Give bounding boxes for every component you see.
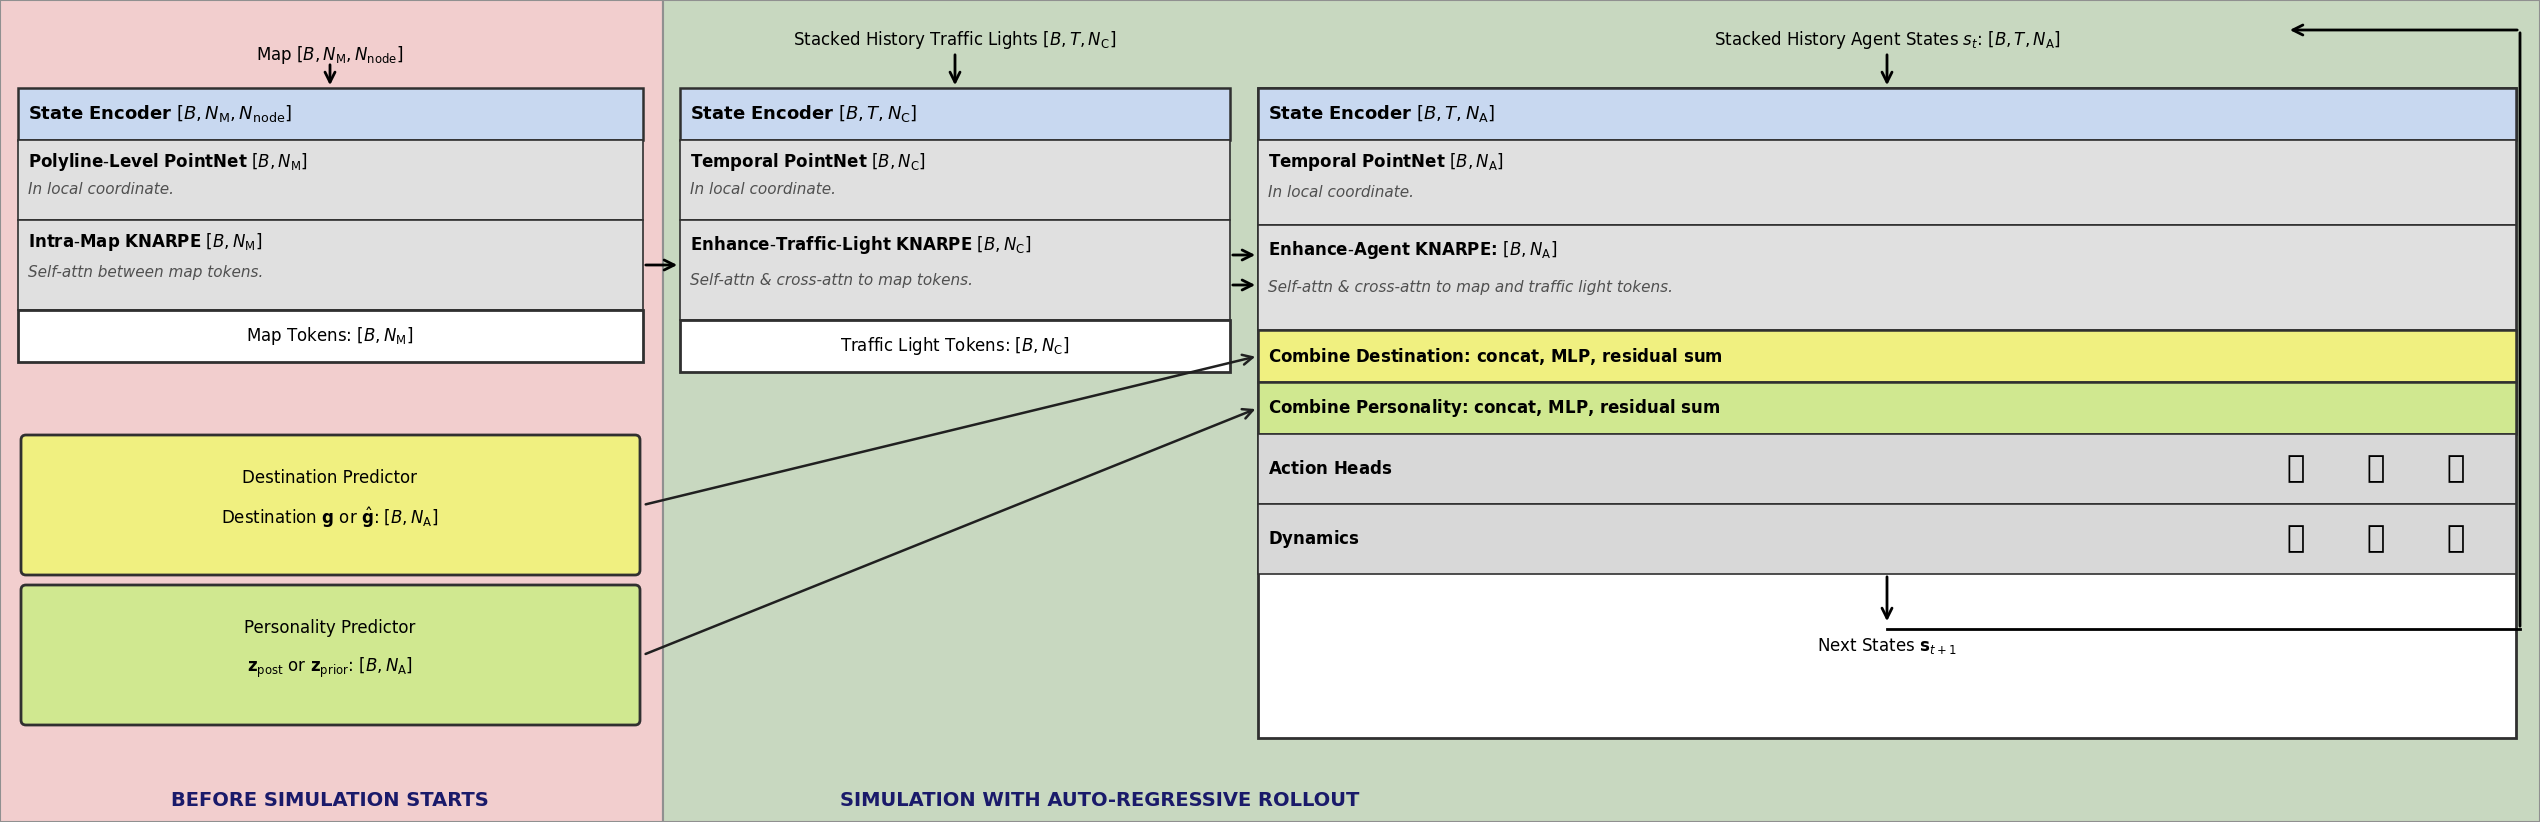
Text: In local coordinate.: In local coordinate. xyxy=(691,182,836,197)
Text: 🚲: 🚲 xyxy=(2367,524,2385,553)
Text: $\mathbf{State\ Encoder}\ [B, T, N_\mathrm{C}]$: $\mathbf{State\ Encoder}\ [B, T, N_\math… xyxy=(691,104,917,124)
Text: Next States $\mathbf{s}_{t+1}$: Next States $\mathbf{s}_{t+1}$ xyxy=(1816,636,1956,656)
Bar xyxy=(18,220,643,310)
Text: $\mathbf{State\ Encoder}\ [B, T, N_\mathrm{A}]$: $\mathbf{State\ Encoder}\ [B, T, N_\math… xyxy=(1267,104,1496,124)
Text: $\mathbf{Action\ Heads}$: $\mathbf{Action\ Heads}$ xyxy=(1267,460,1392,478)
Text: Map Tokens: $[B, N_\mathrm{M}]$: Map Tokens: $[B, N_\mathrm{M}]$ xyxy=(246,325,414,347)
Bar xyxy=(1257,140,2517,225)
Bar xyxy=(1257,225,2517,330)
Text: $\mathbf{Dynamics}$: $\mathbf{Dynamics}$ xyxy=(1267,528,1359,550)
Text: Self-attn & cross-attn to map tokens.: Self-attn & cross-attn to map tokens. xyxy=(691,273,973,288)
Text: 🚶: 🚶 xyxy=(2446,524,2466,553)
Text: $\mathbf{Combine\ Personality}$: concat, MLP, residual sum: $\mathbf{Combine\ Personality}$: concat,… xyxy=(1267,397,1720,419)
FancyBboxPatch shape xyxy=(20,585,640,725)
Text: 🚶: 🚶 xyxy=(2446,455,2466,483)
Text: $\mathbf{Enhance\text{-}Agent\ KNARPE}$: $[B, N_\mathrm{A}]$: $\mathbf{Enhance\text{-}Agent\ KNARPE}$:… xyxy=(1267,239,1557,261)
Text: $\mathbf{Temporal\ PointNet}\ [B, N_\mathrm{C}]$: $\mathbf{Temporal\ PointNet}\ [B, N_\mat… xyxy=(691,151,927,173)
Text: $\mathbf{Intra\text{-}Map\ KNARPE}\ [B, N_\mathrm{M}]$: $\mathbf{Intra\text{-}Map\ KNARPE}\ [B, … xyxy=(28,231,262,253)
Bar xyxy=(681,88,1229,140)
Bar xyxy=(18,310,643,362)
Bar xyxy=(681,140,1229,220)
Bar xyxy=(0,0,663,822)
Text: Stacked History Agent States $s_t$: $[B, T, N_\mathrm{A}]$: Stacked History Agent States $s_t$: $[B,… xyxy=(1714,29,2060,51)
Text: 🚗: 🚗 xyxy=(2286,455,2306,483)
Bar xyxy=(681,320,1229,372)
Bar xyxy=(1257,504,2517,574)
Text: $\mathbf{Polyline\text{-}Level\ PointNet}\ [B, N_\mathrm{M}]$: $\mathbf{Polyline\text{-}Level\ PointNet… xyxy=(28,151,307,173)
FancyBboxPatch shape xyxy=(20,435,640,575)
Bar xyxy=(1257,88,2517,738)
Text: Self-attn between map tokens.: Self-attn between map tokens. xyxy=(28,265,264,279)
Text: $\mathbf{State\ Encoder}\ [B, N_\mathrm{M}, N_\mathrm{node}]$: $\mathbf{State\ Encoder}\ [B, N_\mathrm{… xyxy=(28,104,292,124)
Bar xyxy=(1257,434,2517,504)
Bar xyxy=(1257,330,2517,382)
Bar xyxy=(18,140,643,220)
Text: In local coordinate.: In local coordinate. xyxy=(28,182,175,197)
Text: Personality Predictor: Personality Predictor xyxy=(244,619,417,637)
Bar xyxy=(681,220,1229,320)
Bar xyxy=(1257,88,2517,140)
Text: Destination $\mathbf{g}$ or $\hat{\mathbf{g}}$: $[B, N_\mathrm{A}]$: Destination $\mathbf{g}$ or $\hat{\mathb… xyxy=(221,506,439,530)
Text: $\mathbf{Enhance\text{-}Traffic\text{-}Light\ KNARPE}\ [B, N_\mathrm{C}]$: $\mathbf{Enhance\text{-}Traffic\text{-}L… xyxy=(691,234,1031,256)
Bar xyxy=(18,88,643,140)
Text: In local coordinate.: In local coordinate. xyxy=(1267,184,1415,200)
Text: Map $[B, N_\mathrm{M}, N_\mathrm{node}]$: Map $[B, N_\mathrm{M}, N_\mathrm{node}]$ xyxy=(257,44,404,66)
Text: $\mathbf{z}_\mathrm{post}$ or $\mathbf{z}_\mathrm{prior}$: $[B, N_\mathrm{A}]$: $\mathbf{z}_\mathrm{post}$ or $\mathbf{z… xyxy=(246,656,414,680)
Text: 🚲: 🚲 xyxy=(2367,455,2385,483)
Text: Traffic Light Tokens: $[B, N_\mathrm{C}]$: Traffic Light Tokens: $[B, N_\mathrm{C}]… xyxy=(841,335,1069,357)
Text: Stacked History Traffic Lights $[B, T, N_\mathrm{C}]$: Stacked History Traffic Lights $[B, T, N… xyxy=(792,29,1118,51)
Text: $\mathbf{Combine\ Destination}$: concat, MLP, residual sum: $\mathbf{Combine\ Destination}$: concat,… xyxy=(1267,345,1722,367)
Text: BEFORE SIMULATION STARTS: BEFORE SIMULATION STARTS xyxy=(170,791,488,810)
Text: $\mathbf{Temporal\ PointNet}\ [B, N_\mathrm{A}]$: $\mathbf{Temporal\ PointNet}\ [B, N_\mat… xyxy=(1267,151,1504,173)
Text: 🚗: 🚗 xyxy=(2286,524,2306,553)
Bar xyxy=(1257,382,2517,434)
Text: Destination Predictor: Destination Predictor xyxy=(241,469,417,487)
Bar xyxy=(663,0,2540,822)
Text: SIMULATION WITH AUTO-REGRESSIVE ROLLOUT: SIMULATION WITH AUTO-REGRESSIVE ROLLOUT xyxy=(841,791,1359,810)
Text: Self-attn & cross-attn to map and traffic light tokens.: Self-attn & cross-attn to map and traffi… xyxy=(1267,279,1674,294)
